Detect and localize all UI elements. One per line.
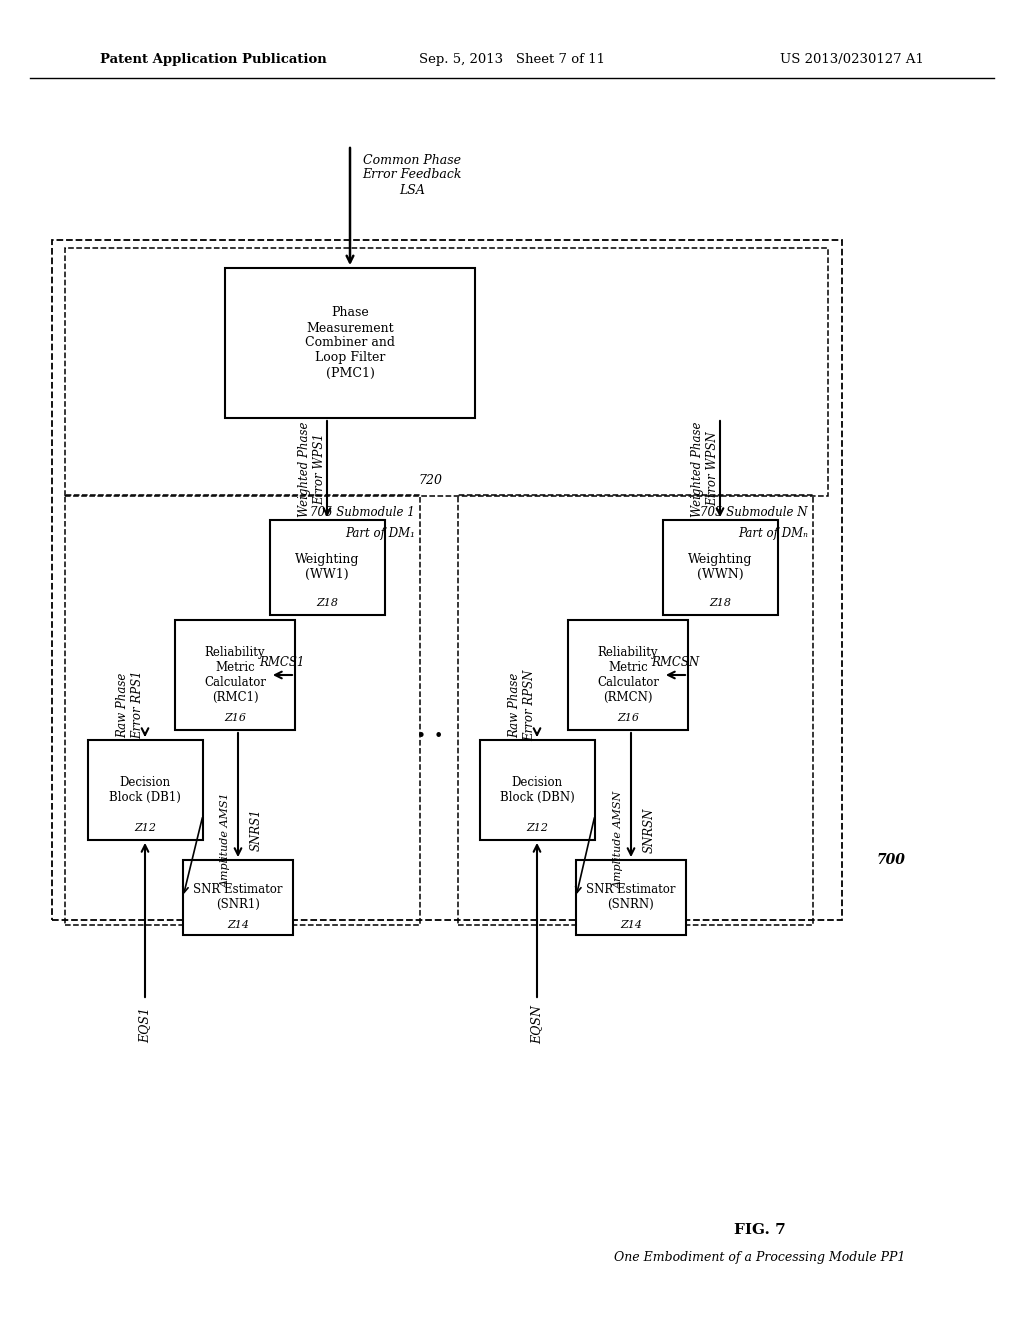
Text: US 2013/0230127 A1: US 2013/0230127 A1 <box>780 54 924 66</box>
Bar <box>88 741 203 840</box>
Text: EQS1: EQS1 <box>138 1007 152 1043</box>
Text: Weighting
(WWN): Weighting (WWN) <box>688 553 753 581</box>
Text: Z14: Z14 <box>620 920 642 931</box>
Text: RMCSN: RMCSN <box>651 656 699 669</box>
Text: Reliability
Metric
Calculator
(RMC1): Reliability Metric Calculator (RMC1) <box>204 645 266 704</box>
Text: Z12: Z12 <box>526 822 548 833</box>
Text: Phase
Measurement
Combiner and
Loop Filter
(PMC1): Phase Measurement Combiner and Loop Filt… <box>305 306 395 380</box>
Text: Raw Phase
Error RPSN: Raw Phase Error RPSN <box>508 669 536 741</box>
Text: Raw Phase
Error RPS1: Raw Phase Error RPS1 <box>116 671 144 739</box>
Bar <box>175 620 295 730</box>
Text: Sep. 5, 2013   Sheet 7 of 11: Sep. 5, 2013 Sheet 7 of 11 <box>419 54 605 66</box>
Text: Patent Application Publication: Patent Application Publication <box>100 54 327 66</box>
Text: Common Phase
Error Feedback
LSA: Common Phase Error Feedback LSA <box>362 153 462 197</box>
Text: Weighted Phase
Error WPSN: Weighted Phase Error WPSN <box>691 421 719 516</box>
Text: 700: 700 <box>877 853 906 867</box>
Text: Z16: Z16 <box>617 713 639 723</box>
Bar <box>663 520 778 615</box>
Text: Decision
Block (DBN): Decision Block (DBN) <box>500 776 574 804</box>
Text: SNRSN: SNRSN <box>642 808 655 853</box>
Bar <box>575 861 686 935</box>
Bar <box>65 495 420 925</box>
Text: RMCS1: RMCS1 <box>259 656 305 669</box>
Text: Weighting
(WW1): Weighting (WW1) <box>295 553 359 581</box>
Text: Part of DM₁: Part of DM₁ <box>345 527 415 540</box>
Text: SNR Estimator
(SNRN): SNR Estimator (SNRN) <box>587 883 676 911</box>
Text: Z18: Z18 <box>709 598 731 609</box>
Text: Reliability
Metric
Calculator
(RMCN): Reliability Metric Calculator (RMCN) <box>597 645 659 704</box>
Bar <box>568 620 688 730</box>
Text: Amplitude AMSN: Amplitude AMSN <box>614 791 624 890</box>
Text: Amplitude AMS1: Amplitude AMS1 <box>221 792 231 888</box>
Text: EQSN: EQSN <box>530 1006 544 1044</box>
Text: SNR Estimator
(SNR1): SNR Estimator (SNR1) <box>194 883 283 911</box>
Text: SNRS1: SNRS1 <box>250 809 262 851</box>
Text: Weighted Phase
Error WPS1: Weighted Phase Error WPS1 <box>298 421 326 516</box>
Bar <box>52 240 842 920</box>
Bar <box>480 741 595 840</box>
Bar <box>65 248 828 496</box>
Text: Z14: Z14 <box>227 920 249 931</box>
Text: . .: . . <box>417 718 443 742</box>
Text: Decision
Block (DB1): Decision Block (DB1) <box>110 776 181 804</box>
Text: Z12: Z12 <box>134 822 156 833</box>
Bar <box>458 495 813 925</box>
Text: 705 Submodule N: 705 Submodule N <box>700 507 808 520</box>
Text: FIG. 7: FIG. 7 <box>734 1224 785 1237</box>
Bar <box>270 520 385 615</box>
Bar <box>225 268 475 418</box>
Text: Z16: Z16 <box>224 713 246 723</box>
Text: Part of DMₙ: Part of DMₙ <box>738 527 808 540</box>
Text: 705 Submodule 1: 705 Submodule 1 <box>310 507 415 520</box>
Text: Z18: Z18 <box>316 598 338 609</box>
Text: One Embodiment of a Processing Module PP1: One Embodiment of a Processing Module PP… <box>614 1251 905 1265</box>
Text: 720: 720 <box>418 474 442 487</box>
Bar <box>183 861 293 935</box>
